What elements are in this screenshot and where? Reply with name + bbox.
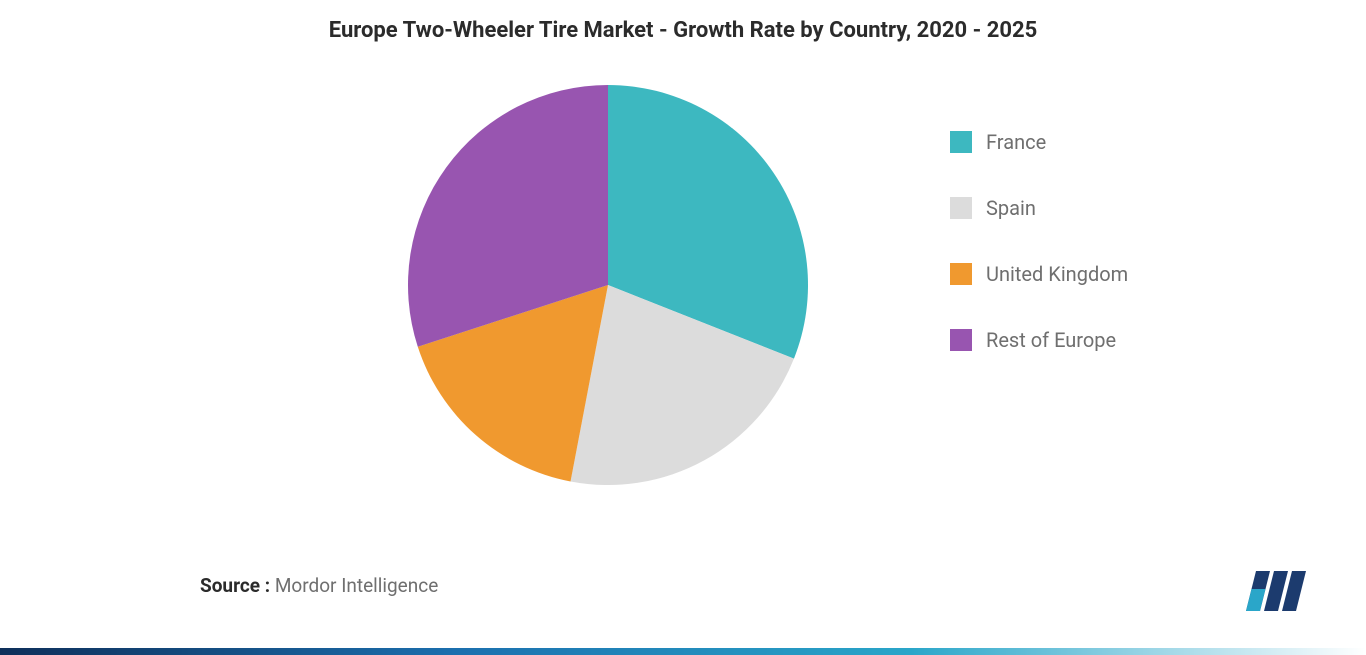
- legend-item-uk: United Kingdom: [950, 262, 1128, 286]
- footer-gradient-rule: [0, 648, 1366, 655]
- legend-label: Spain: [986, 196, 1036, 220]
- legend-label: United Kingdom: [986, 262, 1128, 286]
- legend-label: France: [986, 130, 1046, 154]
- source-prefix: Source :: [200, 574, 270, 597]
- legend-swatch: [950, 329, 972, 351]
- legend-label: Rest of Europe: [986, 328, 1116, 352]
- legend: France Spain United Kingdom Rest of Euro…: [950, 130, 1128, 352]
- source-text: Mordor Intelligence: [275, 574, 438, 597]
- pie-chart: [408, 85, 808, 485]
- legend-swatch: [950, 263, 972, 285]
- legend-item-spain: Spain: [950, 196, 1128, 220]
- chart-title: Europe Two-Wheeler Tire Market - Growth …: [0, 18, 1366, 43]
- legend-item-rest: Rest of Europe: [950, 328, 1128, 352]
- legend-item-france: France: [950, 130, 1128, 154]
- legend-swatch: [950, 197, 972, 219]
- source-attribution: Source : Mordor Intelligence: [200, 574, 438, 597]
- legend-swatch: [950, 131, 972, 153]
- brand-logo: [1246, 567, 1326, 615]
